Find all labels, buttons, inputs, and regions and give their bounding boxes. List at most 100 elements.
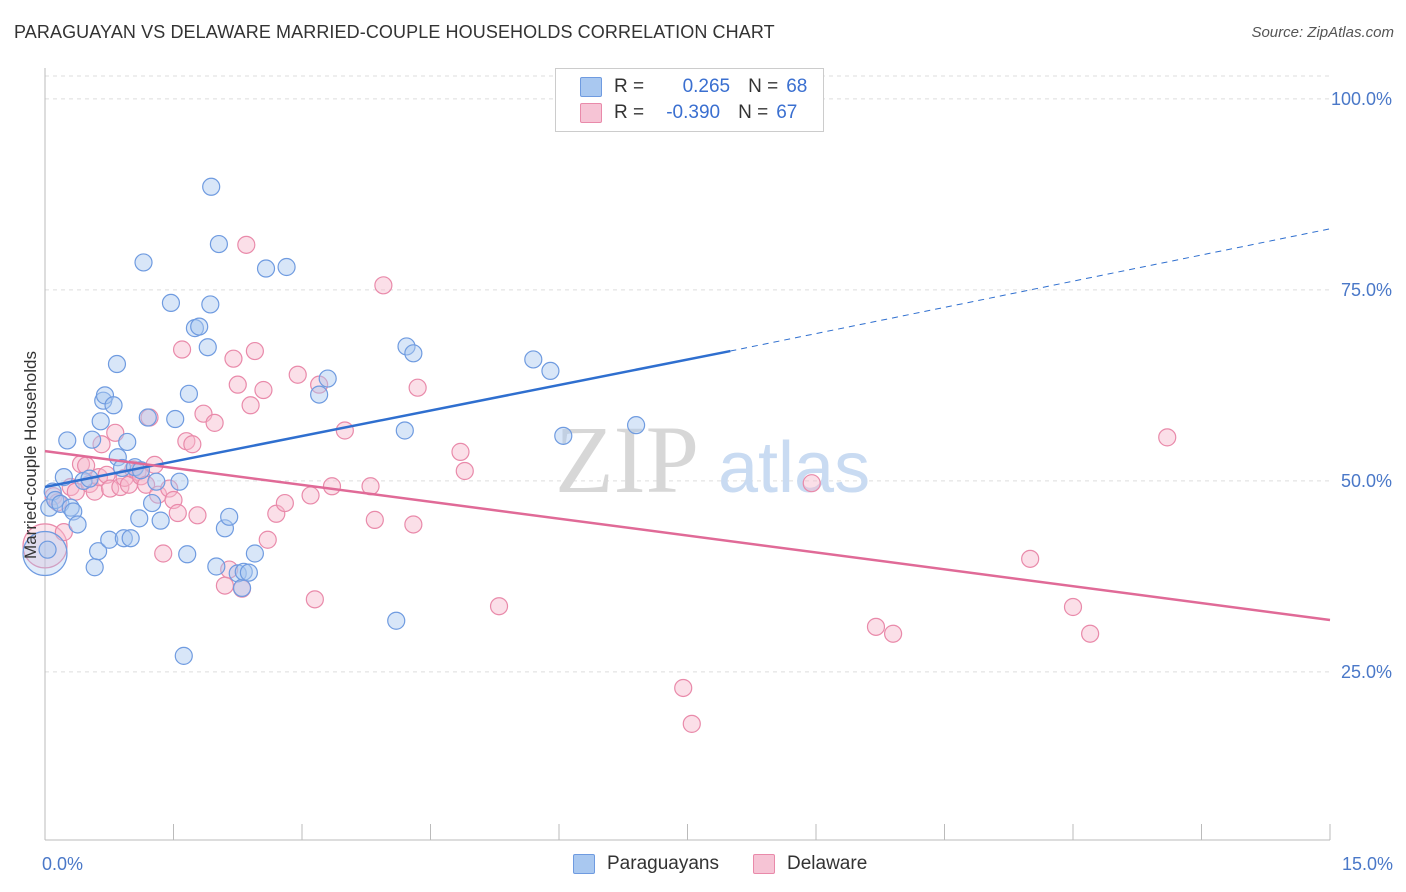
y-tick-label: 100.0%: [1331, 89, 1392, 109]
delaware-point: [674, 678, 693, 698]
paraguayan-point: [541, 361, 560, 381]
delaware-point: [258, 530, 277, 549]
paraguayan-point: [161, 293, 181, 313]
y-tick-label: 25.0%: [1341, 662, 1392, 682]
paraguayan-point: [151, 511, 170, 530]
delaware-point: [254, 380, 273, 400]
delaware-point: [172, 340, 192, 359]
paraguayan-point: [22, 530, 68, 577]
delaware-point: [489, 597, 509, 616]
paraguayans-trend-line: [44, 349, 731, 489]
delaware-point: [168, 503, 187, 523]
watermark-zip: ZIP: [555, 406, 699, 513]
y-tick-labels: 25.0% 50.0% 75.0% 100.0%: [1331, 89, 1392, 682]
paraguayan-point: [134, 253, 153, 272]
paraguayan-point: [121, 529, 140, 548]
delaware-swatch: [580, 103, 602, 123]
delaware-point: [365, 510, 384, 529]
paraguayan-point: [202, 177, 221, 196]
delaware-point: [1021, 549, 1040, 568]
delaware-point: [154, 544, 173, 563]
delaware-point: [237, 235, 256, 254]
paraguayan-point: [179, 384, 199, 403]
delaware-n-label: N =: [738, 102, 769, 123]
paraguayan-point: [170, 472, 189, 491]
delaware-trend-line: [44, 449, 1331, 622]
watermark: ZIP atlas: [555, 406, 870, 513]
bottom-delaware-label: Delaware: [787, 853, 868, 874]
paraguayan-point: [104, 396, 123, 415]
paraguayan-point: [178, 545, 197, 564]
paraguayan-point: [142, 493, 162, 513]
paraguayan-point: [310, 385, 329, 404]
delaware-point: [205, 413, 224, 432]
legend-row-paraguayans: R = 0.265 N = 68: [580, 75, 807, 99]
delaware-point: [228, 375, 247, 394]
delaware-n-value: 67: [776, 102, 798, 123]
paraguayan-point: [397, 337, 416, 356]
delaware-point: [682, 714, 701, 733]
paraguayan-point: [215, 519, 234, 538]
delaware-point: [288, 365, 307, 384]
delaware-point: [802, 474, 821, 493]
paraguayan-point: [85, 558, 104, 577]
y-axis-title: Married-couple Households: [21, 351, 40, 559]
paraguayan-point: [234, 562, 253, 581]
paraguayan-point: [277, 257, 296, 277]
x-tick-labels: 0.0% 15.0%: [42, 854, 1393, 874]
delaware-point: [455, 461, 474, 481]
legend-box: R = 0.265 N = 68 R = -0.390 N = 67: [555, 68, 824, 132]
paraguayan-point: [174, 646, 193, 665]
paraguayan-point: [239, 563, 258, 582]
paraguayan-points: [22, 177, 646, 665]
paraguayans-n-value: 68: [786, 76, 808, 97]
chart-title: PARAGUAYAN VS DELAWARE MARRIED-COUPLE HO…: [14, 22, 775, 42]
paraguayan-point: [147, 472, 166, 491]
paraguayan-point: [138, 408, 157, 427]
delaware-point: [408, 378, 427, 397]
delaware-point: [883, 624, 903, 643]
delaware-point: [92, 435, 111, 454]
paraguayan-point: [220, 507, 239, 526]
delaware-point: [866, 617, 886, 636]
paraguayan-point: [232, 578, 252, 597]
legend-row-delaware: R = -0.390 N = 67: [580, 101, 797, 125]
delaware-point: [245, 341, 264, 361]
paraguayan-point: [190, 317, 209, 336]
delaware-r-label: R =: [614, 102, 645, 123]
delaware-point: [1081, 624, 1100, 643]
paraguayans-r-value: 0.265: [682, 76, 731, 97]
x-tick-label: 15.0%: [1342, 854, 1393, 874]
bottom-delaware-swatch: [753, 854, 775, 874]
bottom-legend-paraguayans: Paraguayans: [573, 852, 719, 876]
delaware-point: [1063, 597, 1083, 617]
paraguayan-point: [89, 542, 108, 561]
paraguayan-point: [68, 515, 87, 534]
trend-lines: [44, 228, 1331, 622]
delaware-point: [305, 590, 324, 609]
paraguayans-r-label: R =: [614, 76, 645, 97]
paraguayan-point: [395, 421, 414, 440]
delaware-r-value: -0.390: [666, 102, 721, 123]
paraguayan-point: [387, 611, 406, 630]
watermark-atlas: atlas: [718, 428, 870, 508]
paraguayan-point: [245, 544, 264, 563]
paraguayan-point: [318, 369, 337, 388]
delaware-point: [183, 435, 202, 454]
paraguayan-point: [38, 540, 57, 559]
bottom-paraguayans-swatch: [573, 854, 595, 874]
paraguayan-point: [107, 354, 127, 374]
delaware-point: [188, 506, 207, 525]
y-tick-label: 50.0%: [1341, 471, 1392, 491]
delaware-point: [301, 486, 320, 505]
paraguayan-point: [166, 409, 185, 429]
delaware-point: [241, 396, 260, 415]
paraguayan-point: [524, 350, 543, 369]
paraguayans-swatch: [580, 77, 602, 97]
delaware-point: [224, 349, 243, 368]
paraguayans-n-label: N =: [748, 76, 779, 97]
delaware-point: [106, 423, 125, 442]
paraguayan-point: [404, 344, 423, 363]
paraguayan-point: [58, 431, 77, 450]
